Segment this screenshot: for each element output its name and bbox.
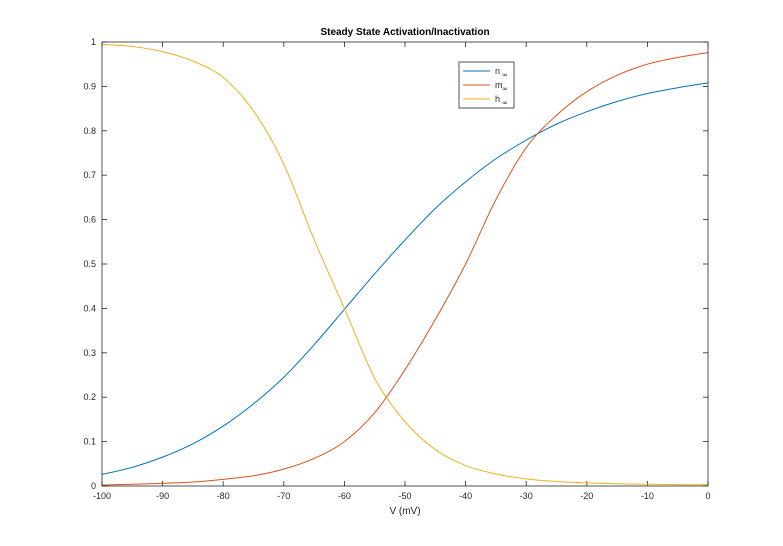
x-tick-label: -100 (93, 491, 111, 501)
legend-subscript-n: ∞ (502, 71, 508, 79)
y-tick-label: 0.5 (83, 259, 96, 269)
legend-label-n: n (495, 66, 500, 76)
series-line-h (101, 43, 709, 486)
y-tick-label: 0.8 (83, 126, 96, 136)
x-tick-label: -10 (641, 491, 654, 501)
x-tick-label: -20 (580, 491, 593, 501)
legend-subscript-m: ∞ (502, 85, 508, 93)
chart-title: Steady State Activation/Inactivation (320, 27, 489, 38)
x-tick-label: -70 (277, 491, 290, 501)
series-line-n (101, 82, 709, 475)
x-tick-label: -60 (338, 491, 351, 501)
legend: n ∞m ∞h ∞ (458, 61, 515, 109)
y-tick-label: 0.2 (83, 392, 96, 402)
x-tick-label: -80 (217, 491, 230, 501)
legend-label-m: m (495, 80, 503, 90)
axis-ticks: -100 -90 -80 -70 -60 -50 -40 -30 -20 -10 000.10.20… (83, 37, 710, 501)
x-tick-label: -50 (398, 491, 411, 501)
x-tick-label: 0 (705, 491, 710, 501)
y-tick-label: 0.7 (83, 170, 96, 180)
x-tick-label: -30 (520, 491, 533, 501)
y-tick-label: 0.4 (83, 303, 96, 313)
y-tick-label: 0.3 (83, 348, 96, 358)
y-tick-label: 0.9 (83, 81, 96, 91)
x-axis-label: V (mV) (389, 506, 420, 517)
legend-label-h: h (495, 94, 500, 104)
x-tick-label: -40 (459, 491, 472, 501)
legend-subscript-h: ∞ (502, 99, 508, 107)
series-line-m (101, 52, 709, 486)
x-tick-label: -90 (156, 491, 169, 501)
series-lines (101, 43, 709, 486)
y-tick-label: 0.6 (83, 215, 96, 225)
y-tick-label: 1 (91, 37, 96, 47)
plot-frame (101, 41, 709, 487)
y-tick-label: 0.1 (83, 437, 96, 447)
y-tick-label: 0 (91, 481, 96, 491)
plot-area (102, 42, 708, 486)
